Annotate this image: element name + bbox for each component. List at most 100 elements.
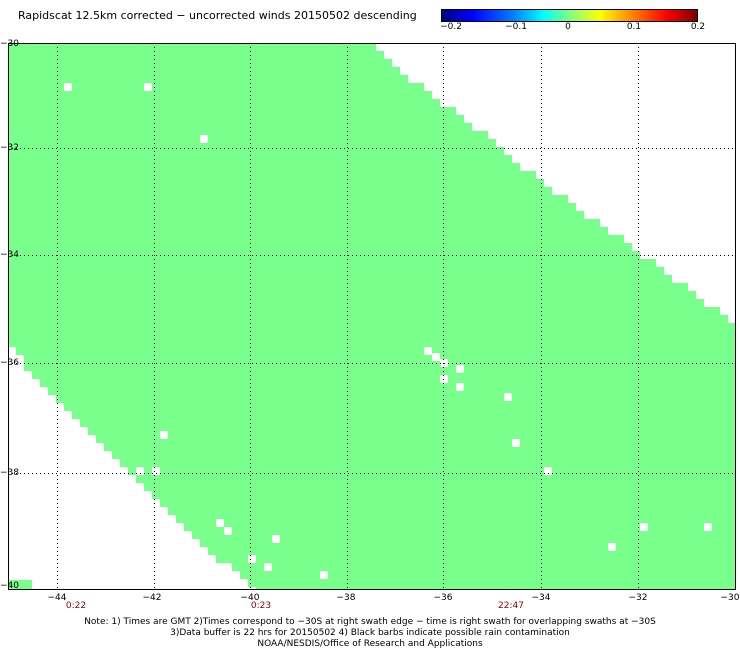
swath-column xyxy=(464,123,472,590)
swath-column xyxy=(536,179,544,590)
swath-column xyxy=(88,43,96,435)
swath-column xyxy=(48,43,56,395)
swath-column xyxy=(336,43,344,590)
swath-column xyxy=(296,43,304,590)
swath-column xyxy=(632,251,640,590)
swath-column xyxy=(344,43,352,590)
map-title: Rapidscat 12.5km corrected − uncorrected… xyxy=(18,9,417,22)
swath-column xyxy=(720,315,728,590)
swath-column xyxy=(424,91,432,590)
swath-column xyxy=(200,43,208,547)
swath-column xyxy=(328,43,336,590)
swath-column xyxy=(16,43,24,355)
swath-column xyxy=(656,267,664,590)
footnote-credit: NOAA/NESDIS/Office of Research and Appli… xyxy=(257,639,483,649)
lat-tick-label: −38 xyxy=(0,468,19,478)
swath-column xyxy=(192,43,200,539)
swath-column xyxy=(520,171,528,590)
lon-tick-label: −44 xyxy=(47,593,67,603)
missing-data-cell xyxy=(608,543,616,551)
swath-column xyxy=(240,43,248,579)
swath-column xyxy=(64,43,72,411)
swath-column xyxy=(672,283,680,590)
swath-column xyxy=(264,43,272,590)
missing-data-cell xyxy=(512,439,520,447)
missing-data-cell xyxy=(424,347,432,355)
colorbar-tick: −0.2 xyxy=(440,22,462,32)
swath-column xyxy=(280,43,288,590)
swath-column xyxy=(272,43,280,590)
swath-time-label: 22:47 xyxy=(498,601,524,611)
swath-column xyxy=(624,243,632,590)
swath-column xyxy=(696,299,704,590)
colorbar-tick: 0.2 xyxy=(690,22,706,32)
swath-column xyxy=(680,283,688,590)
swath-column xyxy=(456,115,464,590)
swath-column xyxy=(416,83,424,590)
swath-column xyxy=(80,43,88,427)
swath-column xyxy=(408,83,416,590)
swath-column xyxy=(40,43,48,387)
swath-column xyxy=(688,291,696,590)
swath-column xyxy=(496,147,504,590)
swath-column xyxy=(448,107,456,590)
lat-tick-label: −40 xyxy=(0,581,19,591)
swath-column xyxy=(136,43,144,483)
colorbar-tick: −0.1 xyxy=(505,22,527,32)
swath-column xyxy=(568,203,576,590)
missing-data-cell xyxy=(272,535,280,543)
footnote-line-2: 3)Data buffer is 22 hrs for 20150502 4) … xyxy=(170,628,570,638)
swath-column xyxy=(544,187,552,590)
missing-data-cell xyxy=(432,353,440,361)
swath-column xyxy=(320,43,328,590)
swath-column xyxy=(392,67,400,590)
swath-time-label: 0:22 xyxy=(65,601,87,611)
colorbar-gradient xyxy=(441,9,698,22)
swath-column xyxy=(176,43,184,523)
swath-column xyxy=(640,259,648,590)
swath-column xyxy=(248,43,256,587)
missing-data-cell xyxy=(160,431,168,439)
swath-column xyxy=(216,43,224,563)
swath-column xyxy=(704,307,712,590)
swath-column xyxy=(112,43,120,459)
missing-data-cell xyxy=(216,519,224,527)
swath-fragment xyxy=(8,580,32,590)
swath-column xyxy=(312,43,320,590)
missing-data-cell xyxy=(704,523,712,531)
missing-data-cell xyxy=(320,571,328,579)
missing-data-cell xyxy=(144,83,152,91)
swath-column xyxy=(608,235,616,590)
swath-column xyxy=(160,43,168,507)
swath-column xyxy=(104,43,112,451)
swath-column xyxy=(432,99,440,590)
swath-column xyxy=(56,43,64,403)
swath-column xyxy=(152,43,160,499)
swath-column xyxy=(184,43,192,531)
swath-column xyxy=(256,43,264,590)
colorbar-tick: 0.1 xyxy=(626,22,642,32)
swath-column xyxy=(72,43,80,419)
lon-tick-label: −38 xyxy=(336,593,356,603)
wind-difference-map xyxy=(8,43,736,590)
missing-data-cell xyxy=(640,523,648,531)
lat-tick-label: −32 xyxy=(0,143,19,153)
swath-column xyxy=(24,43,32,371)
lon-tick-label: −32 xyxy=(628,593,648,603)
lat-tick-label: −36 xyxy=(0,358,19,368)
swath-column xyxy=(648,259,656,590)
swath-column xyxy=(208,43,216,555)
swath-column xyxy=(592,219,600,590)
swath-column xyxy=(384,59,392,590)
footnote-line-1: Note: 1) Times are GMT 2)Times correspon… xyxy=(84,617,656,627)
lon-tick-label: −42 xyxy=(142,593,162,603)
swath-column xyxy=(600,227,608,590)
swath-column xyxy=(664,275,672,590)
swath-time-label: 0:23 xyxy=(250,601,272,611)
swath-column xyxy=(224,43,232,563)
swath-column xyxy=(400,75,408,590)
lon-tick-label: −36 xyxy=(433,593,453,603)
colorbar-tick: 0 xyxy=(565,22,571,32)
missing-data-cell xyxy=(456,365,464,373)
swath-column xyxy=(576,211,584,590)
